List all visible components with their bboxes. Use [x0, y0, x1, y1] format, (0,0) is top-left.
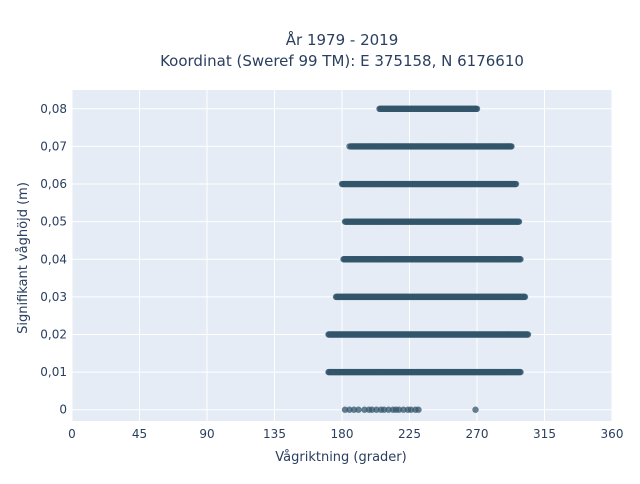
data-point — [341, 406, 349, 413]
data-point — [515, 218, 523, 225]
y-tick-label: 0,06 — [40, 177, 67, 191]
data-point — [350, 406, 358, 413]
data-point — [517, 256, 524, 263]
data-point — [346, 406, 353, 413]
x-tick-label: 315 — [533, 427, 556, 441]
y-tick-label: 0,02 — [40, 327, 67, 341]
data-points — [325, 105, 532, 413]
y-axis-title: Signifikant våghöjd (m) — [16, 182, 31, 334]
x-tick-label: 270 — [466, 427, 489, 441]
x-tick-labels: 0 45 90 135 180 225 270 315 360 — [68, 427, 623, 441]
data-point — [380, 406, 388, 413]
y-tick-labels: 0 0,01 0,02 0,03 0,04 0,05 0,06 0,07 0,08 — [40, 102, 67, 417]
data-point — [400, 406, 407, 413]
x-axis-title: Vågriktning (grader) — [275, 450, 406, 465]
y-tick-label: 0,05 — [40, 215, 67, 229]
data-point — [373, 406, 380, 413]
data-point — [472, 406, 479, 413]
data-point — [517, 368, 524, 376]
data-point — [473, 105, 481, 113]
y-tick-label: 0,01 — [40, 365, 67, 379]
y-tick-label: 0,07 — [40, 139, 67, 153]
data-point — [407, 406, 415, 413]
data-point — [508, 143, 515, 150]
data-point — [355, 406, 362, 413]
data-point — [346, 143, 353, 150]
y-tick-label: 0 — [59, 403, 67, 417]
chart-title-line1: År 1979 - 2019 — [286, 30, 399, 49]
x-gridlines — [71, 90, 613, 421]
data-point — [512, 180, 520, 188]
data-point — [395, 406, 403, 413]
data-point — [524, 331, 532, 338]
x-tick-label: 180 — [331, 427, 354, 441]
x-tick-label: 360 — [601, 427, 624, 441]
chart-title-line2: Koordinat (Sweref 99 TM): E 375158, N 61… — [160, 52, 524, 70]
x-tick-label: 225 — [398, 427, 421, 441]
x-tick-label: 0 — [68, 427, 76, 441]
data-point — [368, 406, 376, 413]
x-tick-label: 135 — [263, 427, 286, 441]
x-tick-label: 45 — [132, 427, 147, 441]
data-point — [415, 406, 422, 413]
data-point — [361, 406, 368, 413]
data-point — [385, 406, 392, 413]
y-tick-label: 0,03 — [40, 290, 67, 304]
data-point — [521, 293, 529, 301]
x-tick-label: 90 — [199, 427, 214, 441]
y-tick-label: 0,08 — [40, 102, 67, 116]
y-tick-label: 0,04 — [40, 252, 67, 266]
